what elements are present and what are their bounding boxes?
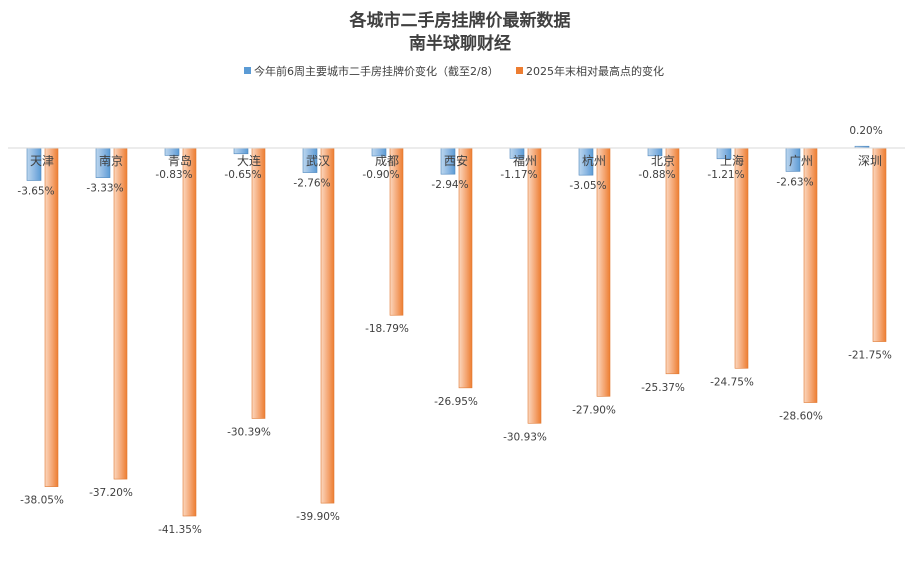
data-label-weekly: -2.76% (293, 178, 330, 190)
data-label-weekly: -3.33% (86, 183, 123, 195)
category-label: 天津 (30, 154, 54, 168)
data-label-weekly: -2.94% (431, 179, 468, 191)
data-label-peak: -25.37% (641, 382, 685, 394)
data-label-peak: -30.39% (227, 426, 271, 438)
legend-swatch-weekly (244, 67, 251, 74)
legend: 今年前6周主要城市二手房挂牌价变化（截至2/8） 2025年末相对最高点的变化 (244, 64, 664, 78)
chart-subtitle: 南半球聊财经 (409, 33, 511, 54)
bar-peak-change (44, 147, 59, 487)
data-label-weekly: -0.83% (155, 169, 192, 181)
bar-peak-change (182, 147, 197, 517)
data-labels: -3.65% -38.05% -3.33% -37.20% -0.83% -41.35% -… (17, 125, 892, 536)
legend-swatch-peak (516, 67, 523, 74)
category-label: 福州 (513, 153, 537, 168)
bar-peak-change (734, 147, 749, 369)
category-label: 广州 (789, 154, 813, 168)
data-label-weekly: -0.90% (362, 169, 399, 181)
category-label: 杭州 (582, 153, 606, 168)
data-label-weekly: -2.63% (776, 176, 813, 188)
bar-peak-change (665, 147, 680, 375)
data-label-peak: -24.75% (710, 376, 754, 388)
data-label-weekly: -0.88% (638, 169, 675, 181)
category-label: 上海 (720, 153, 744, 168)
legend-label-weekly: 今年前6周主要城市二手房挂牌价变化（截至2/8） (254, 64, 499, 78)
data-label-peak: -28.60% (779, 411, 823, 423)
category-label: 成都 (375, 154, 399, 168)
bar-peak-change (320, 147, 335, 504)
data-label-peak: -21.75% (848, 350, 892, 362)
bar-peak-change (251, 147, 266, 419)
series-weekly-bars (26, 145, 870, 181)
data-label-weekly: -3.05% (569, 180, 606, 192)
series-peak-bars (44, 147, 887, 517)
data-label-weekly: -1.17% (500, 169, 537, 181)
bar-peak-change (527, 147, 542, 424)
category-label: 北京 (651, 154, 675, 168)
category-labels: 天津 南京 青岛 大连 武汉 成都 西安 福州 杭州 北京 上海 广州 深圳 (30, 153, 882, 168)
data-label-weekly: -1.21% (707, 169, 744, 181)
data-label-peak: -27.90% (572, 404, 616, 416)
legend-label-peak: 2025年末相对最高点的变化 (526, 64, 664, 78)
data-label-peak: -38.05% (20, 495, 64, 507)
category-label: 南京 (99, 153, 123, 168)
data-label-peak: -18.79% (365, 323, 409, 335)
bar-peak-change (872, 147, 887, 342)
category-label: 西安 (444, 153, 468, 168)
bar-weekly-change (233, 147, 249, 155)
category-label: 大连 (237, 153, 261, 168)
bar-peak-change (113, 147, 128, 480)
data-label-peak: -37.20% (89, 487, 133, 499)
data-label-peak: -39.90% (296, 511, 340, 523)
data-label-peak: -26.95% (434, 396, 478, 408)
category-label: 青岛 (168, 153, 192, 168)
data-label-weekly: -0.65% (224, 169, 261, 181)
data-label-peak: -41.35% (158, 524, 202, 536)
data-label-weekly: -3.65% (17, 185, 54, 197)
data-label-peak: -30.93% (503, 431, 547, 443)
category-label: 武汉 (306, 154, 330, 168)
category-label: 深圳 (858, 154, 882, 168)
data-label-weekly: 0.20% (849, 125, 882, 137)
chart-title: 各城市二手房挂牌价最新数据 (349, 10, 571, 31)
